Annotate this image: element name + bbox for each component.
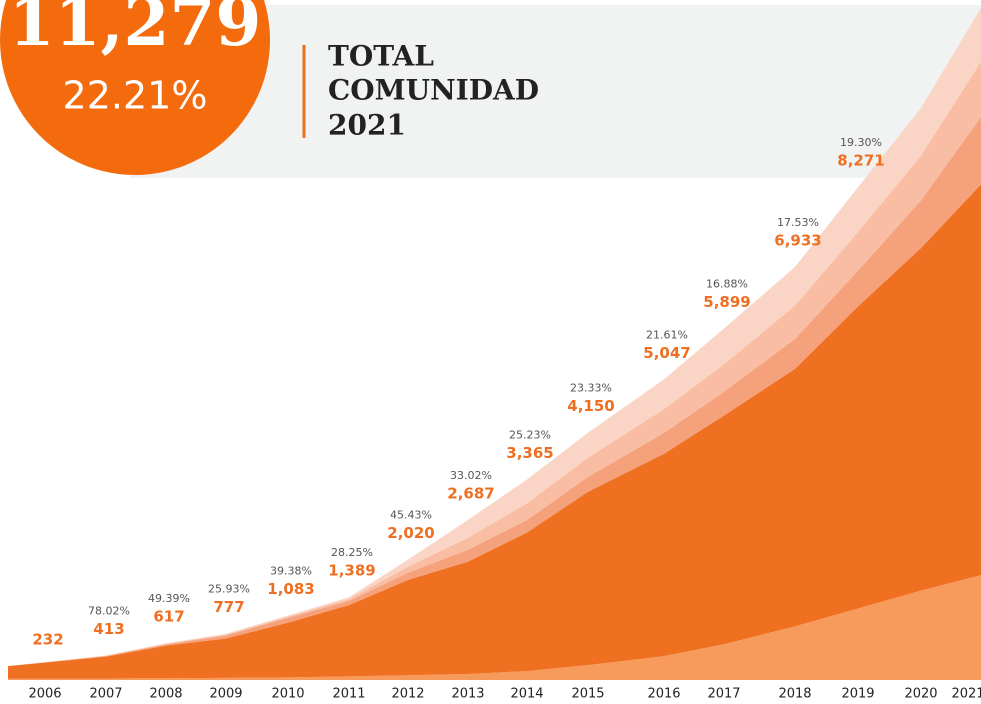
highlight-circle <box>0 0 270 175</box>
x-tick-label: 2014 <box>510 687 543 702</box>
growth-label: 45.43% <box>390 509 432 522</box>
growth-label: 28.25% <box>331 546 373 559</box>
growth-label: 16.88% <box>706 278 748 291</box>
x-tick-label: 2021 <box>951 687 981 702</box>
areas <box>8 8 981 680</box>
x-tick-label: 2015 <box>571 687 604 702</box>
total-label: 6,933 <box>774 231 821 249</box>
growth-label: 19.30% <box>840 136 882 149</box>
growth-label: 21.61% <box>646 328 688 341</box>
title-line: COMUNIDAD <box>328 74 539 107</box>
growth-label: 23.33% <box>570 382 612 395</box>
total-label: 4,150 <box>567 397 614 415</box>
title-line: TOTAL <box>328 40 434 73</box>
total-label: 5,899 <box>703 293 750 311</box>
x-tick-label: 2008 <box>149 687 182 702</box>
area <box>8 184 981 679</box>
total-label: 2,020 <box>387 524 434 542</box>
total-label: 2,687 <box>447 484 494 502</box>
x-tick-label: 2012 <box>391 687 424 702</box>
x-tick-label: 2006 <box>28 687 61 702</box>
total-label: 1,389 <box>328 562 375 580</box>
header-band <box>130 5 981 178</box>
x-tick-label: 2007 <box>89 687 122 702</box>
total-label: 617 <box>153 608 184 626</box>
x-tick-label: 2010 <box>271 687 304 702</box>
total-label: 413 <box>93 620 124 638</box>
growth-label: 25.23% <box>509 429 551 442</box>
x-tick-label: 2017 <box>707 687 740 702</box>
growth-label: 49.39% <box>148 592 190 605</box>
area <box>8 575 981 680</box>
growth-label: 39.38% <box>270 564 312 577</box>
x-tick-label: 2018 <box>778 687 811 702</box>
total-label: 232 <box>32 631 63 649</box>
total-label: 3,365 <box>506 444 553 462</box>
title-line: 2021 <box>328 109 406 142</box>
growth-label: 33.02% <box>450 469 492 482</box>
highlight-value: 11,279 <box>9 0 262 61</box>
x-tick-label: 2011 <box>332 687 365 702</box>
x-tick-label: 2020 <box>904 687 937 702</box>
growth-label: 17.53% <box>777 216 819 229</box>
x-tick-label: 2016 <box>647 687 680 702</box>
x-tick-label: 2013 <box>451 687 484 702</box>
total-label: 777 <box>213 598 244 616</box>
x-tick-label: 2019 <box>841 687 874 702</box>
highlight-growth: 22.21% <box>63 74 208 118</box>
growth-label: 78.02% <box>88 604 130 617</box>
total-label: 8,271 <box>837 152 884 170</box>
total-label: 1,083 <box>267 580 314 598</box>
growth-label: 25.93% <box>208 583 250 596</box>
x-tick-label: 2009 <box>209 687 242 702</box>
total-label: 5,047 <box>643 344 690 362</box>
